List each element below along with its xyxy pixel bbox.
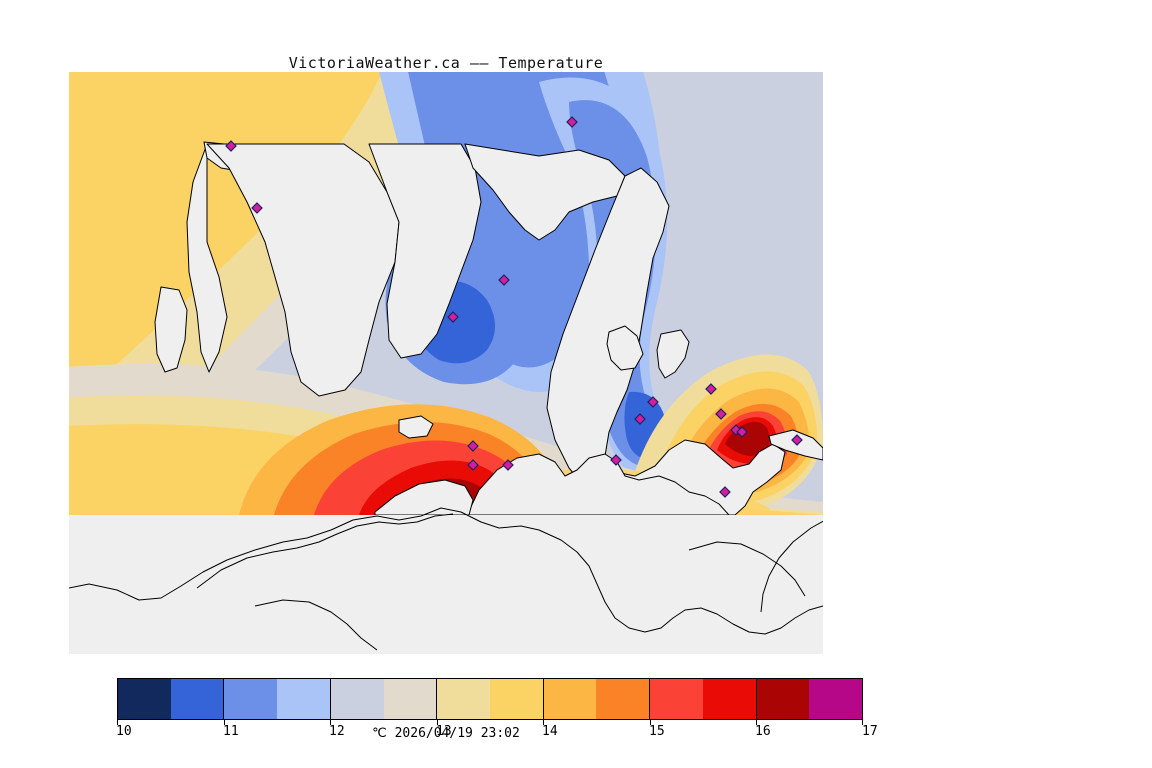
colorbar-tickmark-14 [543,720,544,725]
colorbar-ticklabel-10: 10 [116,724,132,739]
colorbar-band-16[interactable] [756,679,810,719]
colorbar-band-11[interactable] [224,679,278,719]
colorbar-tickmark-11 [224,720,225,725]
colorbar[interactable]: 10 11 12 13 14 15 16 17 [116,678,878,739]
colorbar-ticks: 10 11 12 13 14 15 16 17 [116,720,878,739]
colorbar-tickmark-15 [650,720,651,725]
colorbar-band-15.5[interactable] [702,679,757,719]
colorbar-tickmark-10 [117,720,118,725]
colorbar-band-12.5[interactable] [383,679,438,719]
colorbar-ticklabel-11: 11 [223,724,239,739]
colorbar-band-12[interactable] [330,679,384,719]
colorbar-ticklabel-17: 17 [862,724,878,739]
colorbar-ticklabel-16: 16 [755,724,771,739]
contour-plot-area[interactable] [69,72,823,515]
colorbar-band-13.5[interactable] [490,679,544,719]
colorbar-tickmark-12 [330,720,331,725]
colorbar-tickmark-17 [862,720,863,725]
colorbar-band-15[interactable] [650,679,703,719]
colorbar-band-13[interactable] [437,679,491,719]
colorbar-band-10[interactable] [118,679,171,719]
map-panel[interactable] [69,72,823,654]
colorbar-band-14[interactable] [543,679,597,719]
colorbar-band-10.5[interactable] [170,679,225,719]
colorbar-band-11.5[interactable] [277,679,331,719]
page-title: VictoriaWeather.ca —— Temperature [288,54,604,72]
colorbar-ticklabel-14: 14 [542,724,558,739]
coastline-overlay-upper [154,141,823,515]
colorbar-band-16.5[interactable] [809,679,863,719]
colorbar-caption: ℃ 2026/04/19 23:02 [372,726,520,741]
colorbar-tickmark-13 [437,720,438,725]
colorbar-band-14.5[interactable] [596,679,651,719]
colorbar-ticklabel-15: 15 [649,724,665,739]
colorbar-tickmark-16 [756,720,757,725]
colorbar-ticklabel-13: 13 [436,724,452,739]
colorbar-gradient[interactable] [117,678,863,720]
colorbar-ticklabel-12: 12 [329,724,345,739]
